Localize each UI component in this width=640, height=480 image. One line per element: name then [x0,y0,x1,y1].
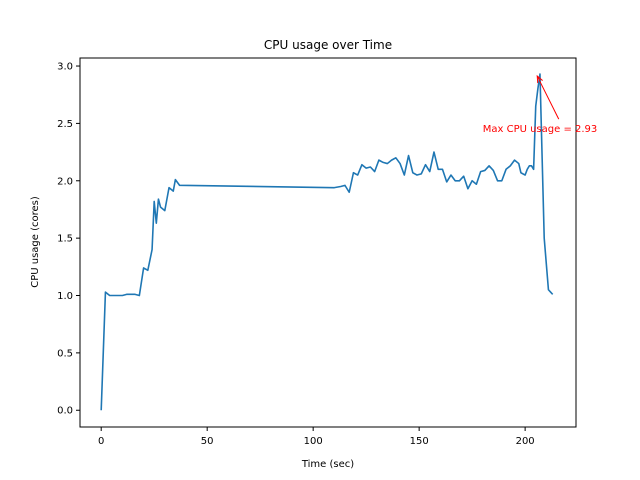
x-tick-label: 200 [516,436,535,447]
x-tick-label: 50 [201,436,214,447]
x-tick-label: 0 [98,436,104,447]
annotation-arrow [536,75,560,120]
y-tick-label: 3.0 [57,62,73,73]
y-tick-label: 0.0 [57,406,73,417]
y-tick-label: 2.5 [57,119,73,130]
annotation-label: Max CPU usage = 2.93 [483,124,598,135]
y-tick-label: 0.5 [57,348,73,359]
y-axis: 0.0 0.5 1.0 1.5 2.0 2.5 3.0 [57,62,80,417]
y-tick-label: 1.0 [57,291,73,302]
axes-frame [79,57,577,428]
x-tick-label: 150 [410,436,429,447]
x-axis-label: Time (sec) [301,459,354,470]
x-axis: 0 50 100 150 200 [98,427,535,447]
annotation-arrowhead [536,74,543,84]
y-axis-label: CPU usage (cores) [30,196,41,288]
y-tick-label: 2.0 [57,176,73,187]
cpu-usage-line [100,73,554,411]
y-tick-label: 1.5 [57,234,73,245]
chart-title: CPU usage over Time [264,38,392,52]
annotation: Max CPU usage = 2.93 [483,74,598,135]
plot-area [100,73,554,411]
x-tick-label: 100 [304,436,323,447]
